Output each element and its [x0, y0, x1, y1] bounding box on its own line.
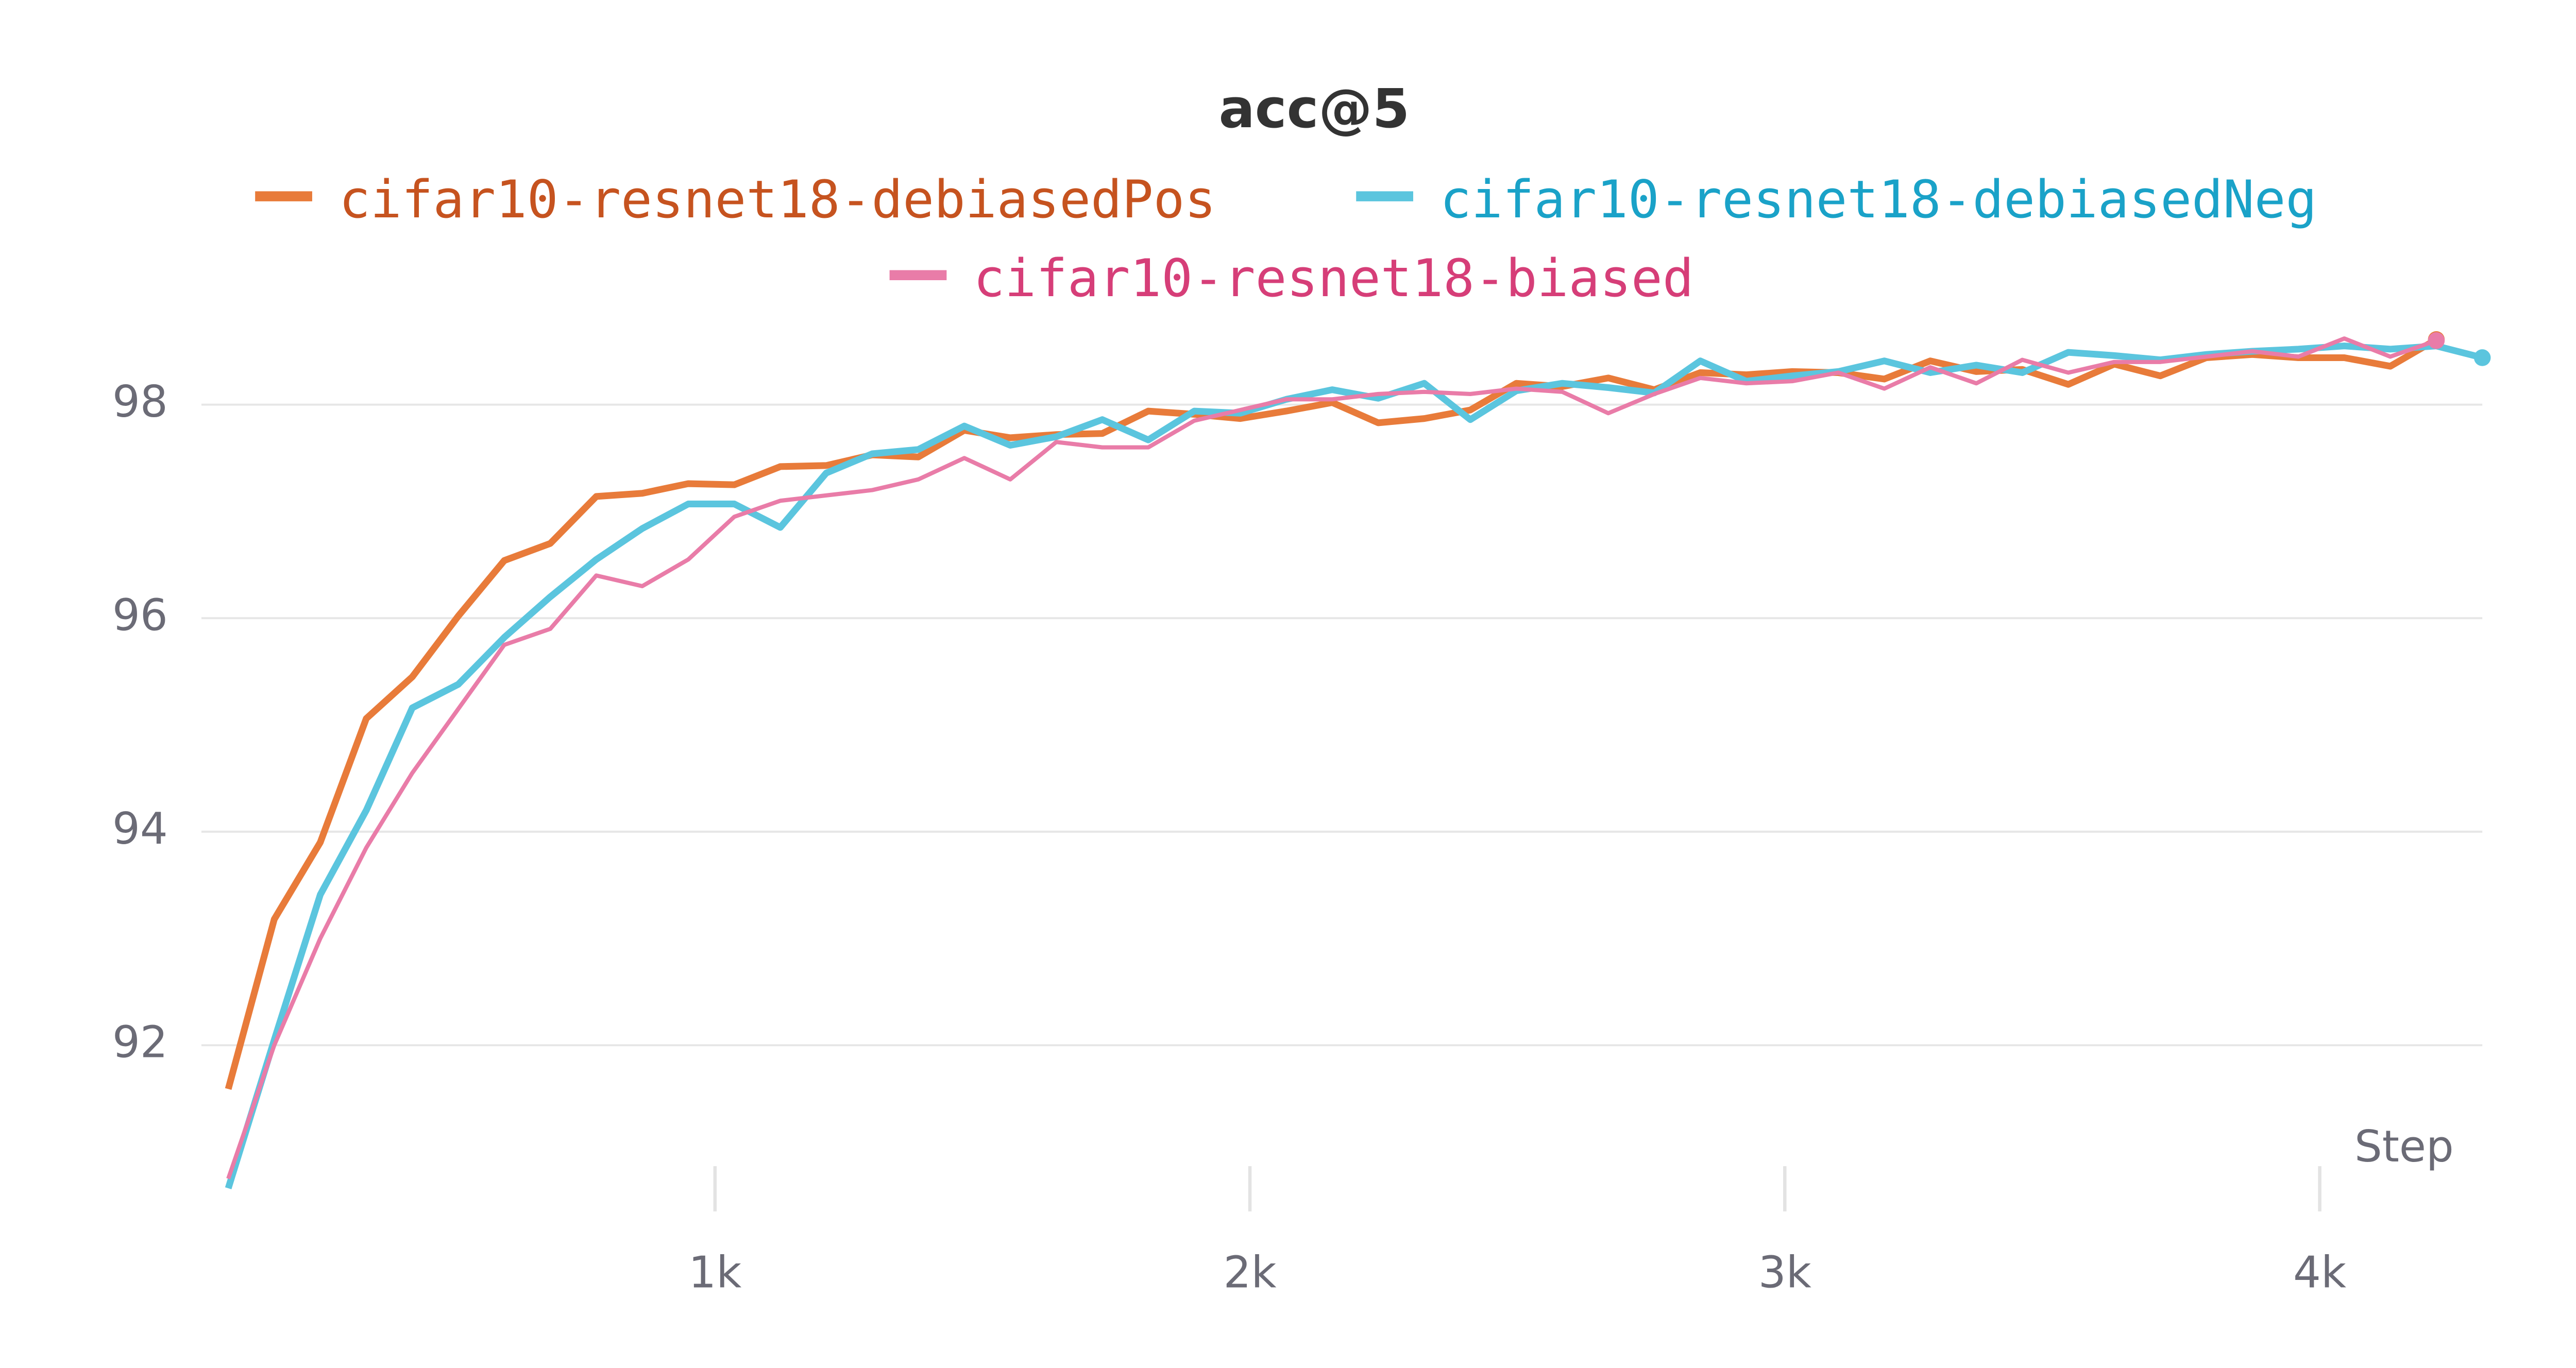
y-tick-label: 98 [112, 376, 168, 427]
x-tick-label: 4k [2293, 1246, 2346, 1297]
x-tick-label: 2k [1224, 1246, 1277, 1297]
y-tick-label: 92 [112, 1017, 168, 1068]
y-tick-label: 94 [112, 803, 168, 854]
legend-label: cifar10-resnet18-debiasedPos [339, 169, 1216, 230]
x-tick-label: 1k [688, 1246, 741, 1297]
x-axis-label: Step [2354, 1121, 2454, 1172]
chart-title: acc@5 [1218, 77, 1410, 140]
end-dot [2428, 332, 2445, 349]
series-line [226, 336, 2437, 1179]
series-line [225, 343, 2483, 1189]
y-tick-label: 96 [112, 590, 168, 641]
end-dot [2473, 349, 2491, 366]
x-tick-label: 3k [1758, 1246, 1811, 1297]
legend-label: cifar10-resnet18-biased [973, 248, 1693, 309]
series-line [225, 336, 2438, 1090]
legend-label: cifar10-resnet18-debiasedNeg [1440, 169, 2317, 230]
